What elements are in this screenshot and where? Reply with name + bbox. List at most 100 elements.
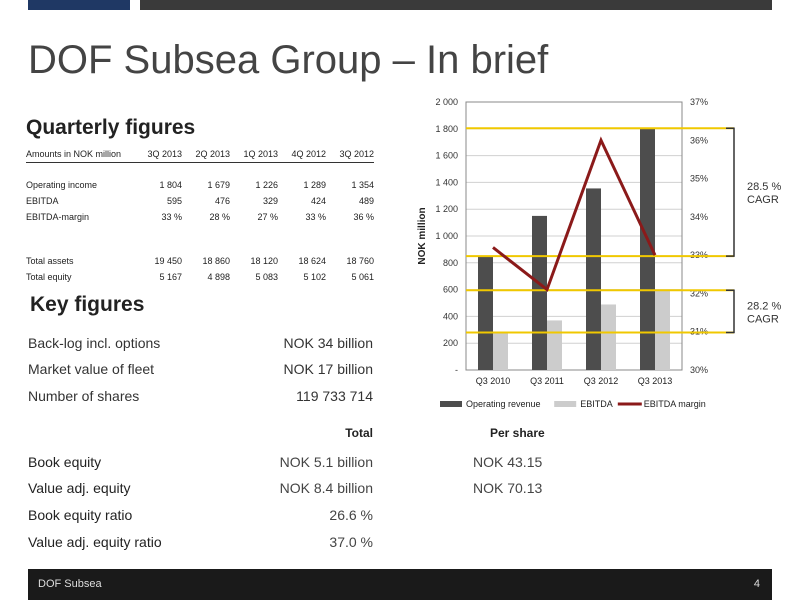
equity-label: Value adj. equity: [28, 480, 131, 496]
cell: 329: [262, 196, 278, 206]
bar: [493, 332, 508, 370]
row-label: EBITDA-margin: [26, 212, 90, 222]
quarterly-col: 3Q 2012: [326, 146, 374, 163]
quarterly-table: Amounts in NOK million 3Q 2013 2Q 2013 1…: [26, 146, 374, 285]
y-tick-label: 600: [443, 285, 458, 295]
bar: [532, 215, 547, 370]
key-figure-value: 119 733 714: [296, 388, 373, 404]
cell: 18 860: [202, 256, 230, 266]
cagr-label: CAGR: [747, 313, 779, 325]
row-label: EBITDA: [26, 196, 59, 206]
y-tick-label: 1 200: [435, 204, 458, 214]
cell: 18 120: [250, 256, 278, 266]
page-number: 4: [753, 578, 760, 590]
equity-col-total: Total: [345, 426, 373, 440]
revenue-chart: - 200 400 600 800 1 000 1 200 1 400 1 600 1 800 2 …: [417, 97, 781, 409]
cell: 1 226: [255, 180, 278, 190]
quarterly-col: 2Q 2013: [182, 146, 230, 163]
table-row: Total equity 5 167 4 898 5 083 5 102 5 0…: [26, 269, 374, 285]
quarterly-header-row: Amounts in NOK million 3Q 2013 2Q 2013 1…: [26, 146, 374, 163]
cell: 1 289: [303, 180, 326, 190]
y-tick-label: 1 000: [435, 231, 458, 241]
legend-swatch: [554, 401, 577, 407]
y-axis-label: NOK million: [417, 207, 428, 264]
cell: 5 061: [351, 272, 374, 282]
cagr-bracket: [726, 127, 735, 257]
x-tick-label: Q3 2010: [476, 376, 511, 386]
equity-label: Value adj. equity ratio: [28, 534, 162, 550]
cagr-value: 28.2 %: [747, 300, 781, 312]
cagr-label: CAGR: [747, 194, 779, 206]
footer-bar: DOF Subsea 4: [28, 569, 772, 600]
equity-total: NOK 5.1 billion: [279, 454, 373, 470]
y2-tick-label: 32%: [690, 288, 708, 298]
y-tick-label: 2 000: [435, 97, 458, 107]
cell: 595: [166, 196, 182, 206]
cell: 424: [310, 196, 326, 206]
x-tick-label: Q3 2013: [638, 376, 673, 386]
y2-tick-label: 35%: [690, 174, 708, 184]
cell: 5 167: [159, 272, 182, 282]
y2-tick-label: 34%: [690, 212, 708, 222]
margin-line: [492, 136, 657, 293]
equity-total: 37.0 %: [329, 534, 373, 550]
equity-label: Book equity ratio: [28, 507, 133, 523]
y2-tick-label: 36%: [690, 135, 708, 145]
row-label: Total assets: [26, 256, 74, 266]
quarterly-col: 3Q 2013: [134, 146, 182, 163]
cell: 33 %: [161, 212, 182, 222]
key-figure-label: Market value of fleet: [28, 361, 155, 377]
x-tick-label: Q3 2012: [584, 376, 619, 386]
bar: [586, 188, 601, 370]
slide-title: DOF Subsea Group – In brief: [28, 38, 549, 82]
table-row: Operating income 1 804 1 679 1 226 1 289…: [26, 177, 374, 193]
y-tick-label: 1 800: [435, 124, 458, 134]
y-tick-label: 1 600: [435, 151, 458, 161]
y-tick-label: 200: [443, 338, 458, 348]
key-figure-value: NOK 34 billion: [283, 335, 374, 351]
cell: 36 %: [353, 212, 374, 222]
y2-tick-label: 37%: [690, 97, 708, 107]
quarterly-heading: Quarterly figures: [26, 116, 196, 139]
cell: 1 679: [207, 180, 230, 190]
cagr-value: 28.5 %: [747, 181, 781, 193]
cell: 27 %: [257, 212, 278, 222]
legend-label: EBITDA: [580, 399, 613, 409]
cell: 18 624: [298, 256, 326, 266]
cell: 1 354: [351, 180, 374, 190]
bar: [640, 128, 655, 370]
y2-tick-label: 30%: [690, 365, 708, 375]
y-tick-label: 400: [443, 311, 458, 321]
y-tick-label: -: [455, 365, 458, 375]
y-tick-label: 800: [443, 258, 458, 268]
row-label: Operating income: [26, 180, 98, 190]
header-accent-blue: [28, 0, 130, 10]
equity-per-share: NOK 43.15: [473, 454, 543, 470]
table-row: EBITDA 595 476 329 424 489: [26, 193, 374, 209]
cell: 1 804: [159, 180, 182, 190]
legend-label: EBITDA margin: [644, 399, 706, 409]
quarterly-col-label: Amounts in NOK million: [26, 146, 134, 163]
bar: [547, 320, 562, 370]
key-figure-label: Number of shares: [28, 388, 140, 404]
cell: 476: [214, 196, 230, 206]
table-row: Total assets 19 450 18 860 18 120 18 624…: [26, 253, 374, 269]
legend-label: Operating revenue: [466, 399, 541, 409]
cell: 18 760: [346, 256, 374, 266]
bar: [478, 256, 493, 370]
plot-frame: [465, 101, 683, 371]
table-row: EBITDA-margin 33 % 28 % 27 % 33 % 36 %: [26, 209, 374, 225]
key-figure-value: NOK 17 billion: [283, 361, 374, 377]
key-figure-label: Back-log incl. options: [28, 335, 161, 351]
header-accent-bar: [140, 0, 772, 10]
quarterly-col: 1Q 2013: [230, 146, 278, 163]
x-tick-label: Q3 2011: [530, 376, 564, 386]
equity-per-share: NOK 70.13: [473, 480, 543, 496]
quarterly-col: 4Q 2012: [278, 146, 326, 163]
key-figures-heading: Key figures: [30, 293, 145, 316]
cell: 28 %: [209, 212, 230, 222]
cagr-bracket: [726, 289, 735, 334]
footer-company: DOF Subsea: [38, 578, 102, 590]
equity-total: NOK 8.4 billion: [279, 480, 373, 496]
cell: 19 450: [154, 256, 182, 266]
